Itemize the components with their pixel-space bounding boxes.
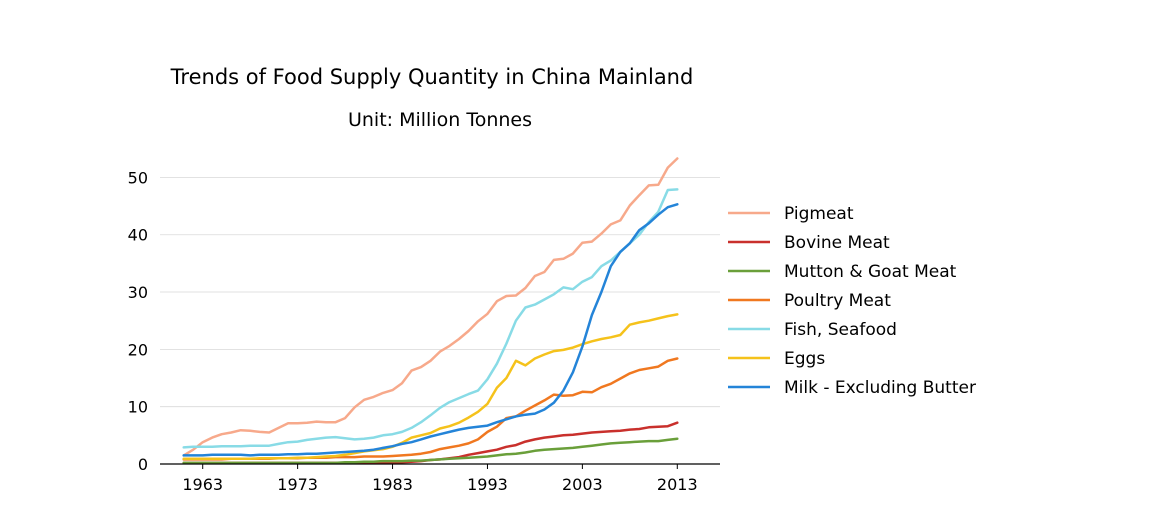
chart-subtitle: Unit: Million Tonnes bbox=[348, 109, 532, 131]
y-tick-label: 0 bbox=[138, 455, 148, 474]
x-tick-label: 1993 bbox=[467, 475, 508, 494]
legend-label: Fish, Seafood bbox=[784, 320, 897, 340]
y-tick-label: 50 bbox=[128, 168, 148, 187]
series-line-mutton-goat-meat bbox=[182, 437, 679, 465]
legend-label: Poultry Meat bbox=[784, 291, 891, 311]
legend: Pigmeat Bovine Meat Mutton & Goat Meat Poul… bbox=[728, 204, 976, 398]
series-line-bovine-meat bbox=[182, 421, 679, 465]
y-tick-label: 40 bbox=[128, 226, 148, 245]
series-lines bbox=[182, 157, 679, 465]
x-tick-label: 2013 bbox=[657, 475, 698, 494]
gridlines bbox=[160, 176, 720, 408]
legend-label: Milk - Excluding Butter bbox=[784, 378, 976, 398]
y-axis-ticks: 0 10 20 30 40 50 bbox=[128, 168, 148, 474]
legend-label: Mutton & Goat Meat bbox=[784, 262, 957, 282]
y-tick-label: 30 bbox=[128, 283, 148, 302]
legend-label: Bovine Meat bbox=[784, 233, 890, 253]
series-line-eggs bbox=[182, 313, 679, 461]
chart-title: Trends of Food Supply Quantity in China … bbox=[170, 65, 694, 89]
y-tick-label: 10 bbox=[128, 398, 148, 417]
series-line-milk-excluding-butter bbox=[182, 203, 679, 457]
x-tick-label: 1983 bbox=[372, 475, 413, 494]
x-tick-label: 1963 bbox=[182, 475, 223, 494]
series-line-fish-seafood bbox=[182, 188, 679, 449]
legend-label: Eggs bbox=[784, 349, 825, 369]
x-axis-ticks: 1963 1973 1983 1993 2003 2013 bbox=[182, 464, 698, 494]
legend-label: Pigmeat bbox=[784, 204, 854, 224]
x-tick-label: 2003 bbox=[562, 475, 603, 494]
series-line-pigmeat bbox=[182, 157, 679, 457]
y-tick-label: 20 bbox=[128, 340, 148, 359]
x-tick-label: 1973 bbox=[277, 475, 318, 494]
